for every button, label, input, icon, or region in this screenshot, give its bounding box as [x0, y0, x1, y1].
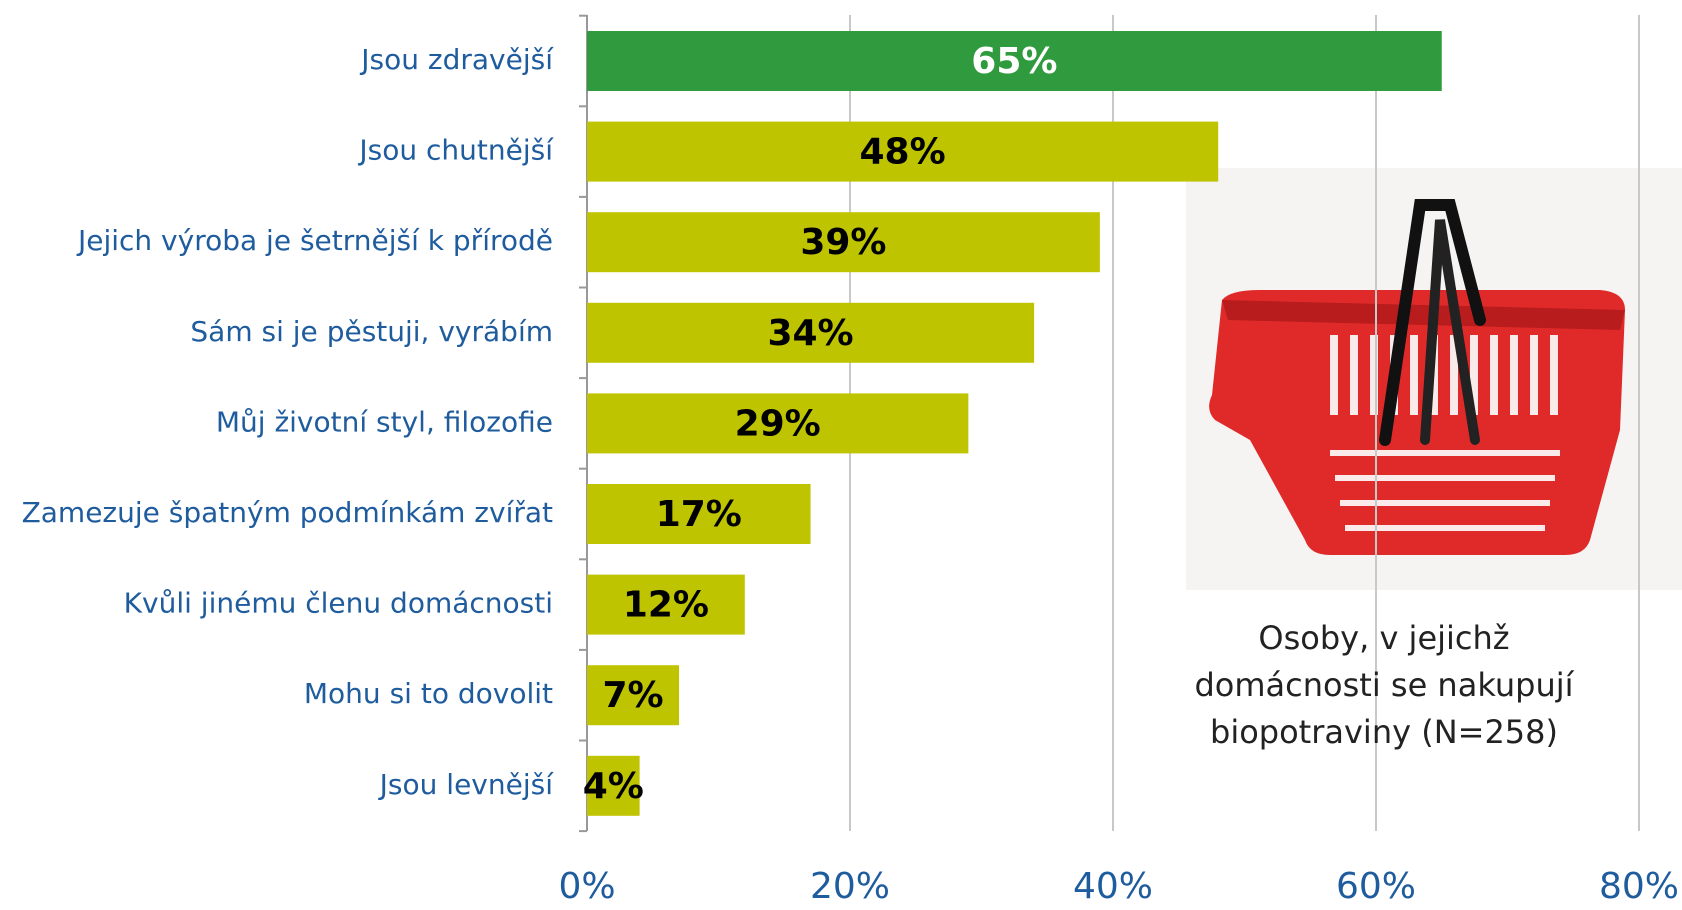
- bar: [587, 574, 745, 635]
- bar: [587, 755, 640, 816]
- bar: [587, 302, 1035, 363]
- value-label: 7%: [602, 675, 663, 716]
- category-label: Mohu si to dovolit: [304, 677, 553, 710]
- category-label: Jsou chutnější: [357, 134, 554, 167]
- annotation: Osoby, v jejichž: [1258, 619, 1509, 657]
- value-label: 12%: [623, 585, 709, 626]
- category-label: Jsou zdravější: [359, 43, 554, 76]
- x-tick-label: 60%: [1336, 866, 1416, 906]
- x-tick-label: 20%: [810, 866, 890, 906]
- value-label: 39%: [800, 222, 886, 263]
- basket-image: [1186, 168, 1682, 590]
- category-label: Kvůli jinému členu domácnosti: [124, 587, 553, 620]
- bar: [587, 393, 969, 454]
- bar: [587, 665, 680, 726]
- value-label: 48%: [860, 132, 946, 173]
- bar: [587, 31, 1442, 91]
- annotation: domácnosti se nakupují: [1194, 666, 1574, 704]
- bar: [587, 212, 1100, 273]
- x-tick-label: 80%: [1599, 866, 1679, 906]
- value-label: 65%: [971, 41, 1057, 82]
- value-label: 4%: [583, 766, 644, 807]
- x-tick-label: 0%: [558, 866, 615, 906]
- category-label: Zamezuje špatným podmínkám zvířat: [22, 496, 553, 529]
- value-label: 34%: [767, 313, 853, 354]
- category-label: Můj životní styl, filozofie: [216, 405, 553, 438]
- annotation: biopotraviny (N=258): [1210, 713, 1558, 751]
- bar: [587, 121, 1219, 182]
- category-label: Sám si je pěstuji, vyrábím: [190, 315, 553, 348]
- value-label: 29%: [735, 403, 821, 444]
- value-label: 17%: [656, 494, 742, 535]
- x-tick-label: 40%: [1073, 866, 1153, 906]
- category-label: Jejich výroba je šetrnější k přírodě: [76, 224, 553, 257]
- category-label: Jsou levnější: [378, 768, 555, 801]
- bar: [587, 484, 811, 544]
